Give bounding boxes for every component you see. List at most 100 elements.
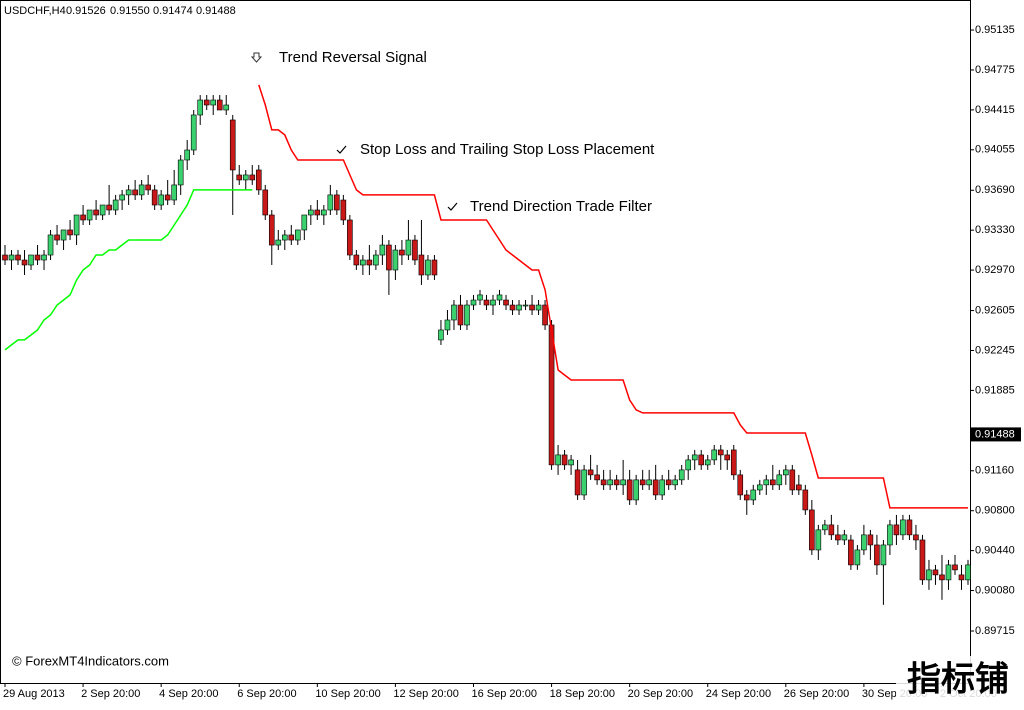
candle-body: [295, 229, 301, 241]
candle-body: [262, 189, 269, 216]
candle-body: [392, 249, 399, 271]
x-tick-label: 12 Sep 20:00: [393, 688, 458, 700]
y-tick-label: 0.92245: [975, 344, 1015, 356]
candle-body: [730, 449, 737, 476]
logo-backdrop: [896, 656, 1024, 705]
candle-body: [99, 204, 106, 216]
check-icon: [336, 145, 347, 154]
candle-body: [835, 534, 841, 541]
candle-body: [626, 479, 633, 501]
y-tick-label: 0.90440: [975, 545, 1015, 557]
candle-body: [828, 524, 835, 536]
x-tick-label: 4 Sep 20:00: [159, 688, 218, 700]
y-tick-label: 0.91160: [975, 465, 1014, 477]
candle-body: [945, 564, 952, 581]
x-tick-label: 2 Sep 20:00: [81, 688, 140, 700]
candle-body: [574, 469, 581, 496]
candle-body: [665, 479, 672, 486]
candle-body: [301, 214, 308, 231]
candle-body: [236, 174, 243, 181]
candle-body: [15, 254, 21, 261]
candle-body: [841, 534, 848, 541]
candle-body: [952, 564, 958, 571]
candle-body: [913, 534, 919, 541]
candle-body: [151, 189, 158, 206]
candle-body: [288, 234, 295, 241]
candle-body: [386, 244, 392, 271]
x-tick-label: 29 Aug 2013: [3, 688, 65, 700]
candle-body: [2, 254, 8, 261]
candle-body: [581, 469, 587, 496]
candle-body: [685, 459, 692, 471]
candle-body: [138, 184, 145, 196]
candle-body: [756, 484, 763, 491]
candle-body: [496, 294, 503, 301]
header-price: 0.91526: [66, 5, 106, 17]
y-tick-label: 0.92605: [975, 304, 1015, 316]
candle-body: [704, 459, 711, 466]
y-tick-label: 0.89715: [975, 625, 1015, 637]
candle-body: [281, 234, 288, 241]
candle-body: [516, 304, 522, 311]
x-tick-label: 6 Sep 20:00: [237, 688, 296, 700]
candle-body: [659, 479, 665, 496]
candle-body: [522, 304, 529, 307]
annotation: Stop Loss and Trailing Stop Loss Placeme…: [360, 141, 655, 158]
header-price: 0.91488: [196, 5, 236, 17]
watermark: © ForexMT4Indicators.com: [12, 653, 169, 668]
candle-body: [164, 194, 171, 201]
candle-body: [177, 159, 184, 186]
candle-body: [229, 119, 236, 171]
candle-body: [158, 194, 164, 206]
candle-body: [373, 254, 379, 266]
candle-body: [112, 199, 119, 211]
candle-body: [678, 469, 685, 481]
y-tick-label: 0.90080: [975, 584, 1015, 596]
header-price: 0.91550: [110, 5, 150, 17]
bid-label: 0.91488: [975, 428, 1015, 440]
candle-body: [268, 214, 275, 246]
candle-body: [125, 189, 132, 196]
candle-body: [321, 209, 327, 216]
candle-body: [106, 204, 112, 211]
candle-body: [41, 254, 47, 261]
candle-body: [906, 519, 913, 536]
candle-body: [308, 209, 314, 216]
candle-body: [54, 234, 60, 241]
y-tick-label: 0.94775: [975, 64, 1015, 76]
candle-body: [509, 304, 516, 311]
candle-body: [67, 229, 73, 236]
candle-body: [717, 449, 724, 456]
candle-body: [802, 489, 809, 511]
candle-body: [255, 169, 262, 191]
candle-body: [672, 479, 678, 486]
x-tick-label: 24 Sep 20:00: [706, 688, 771, 700]
candle-body: [483, 299, 490, 306]
candle-body: [249, 174, 256, 181]
candle-body: [887, 524, 893, 546]
candle-body: [743, 494, 750, 501]
candle-body: [822, 524, 828, 531]
x-tick-label: 20 Sep 20:00: [628, 688, 693, 700]
candle-body: [145, 184, 151, 191]
candle-body: [405, 239, 412, 256]
candle-body: [958, 574, 965, 581]
candle-body: [529, 304, 535, 311]
candle-body: [613, 479, 620, 486]
candle-body: [880, 544, 887, 566]
candle-body: [776, 474, 783, 486]
candle-body: [60, 229, 67, 241]
candle-body: [900, 519, 906, 536]
candle-body: [457, 304, 464, 326]
candle-body: [80, 214, 86, 221]
x-tick-label: 18 Sep 20:00: [550, 688, 615, 700]
candle-body: [893, 524, 900, 536]
y-tick-label: 0.93330: [975, 224, 1015, 236]
symbol-label: USDCHF,H4: [4, 5, 66, 17]
candle-body: [464, 304, 470, 326]
candle-body: [34, 254, 41, 261]
candle-body: [431, 259, 438, 276]
candle-body: [796, 484, 802, 491]
candle-body: [314, 209, 321, 216]
